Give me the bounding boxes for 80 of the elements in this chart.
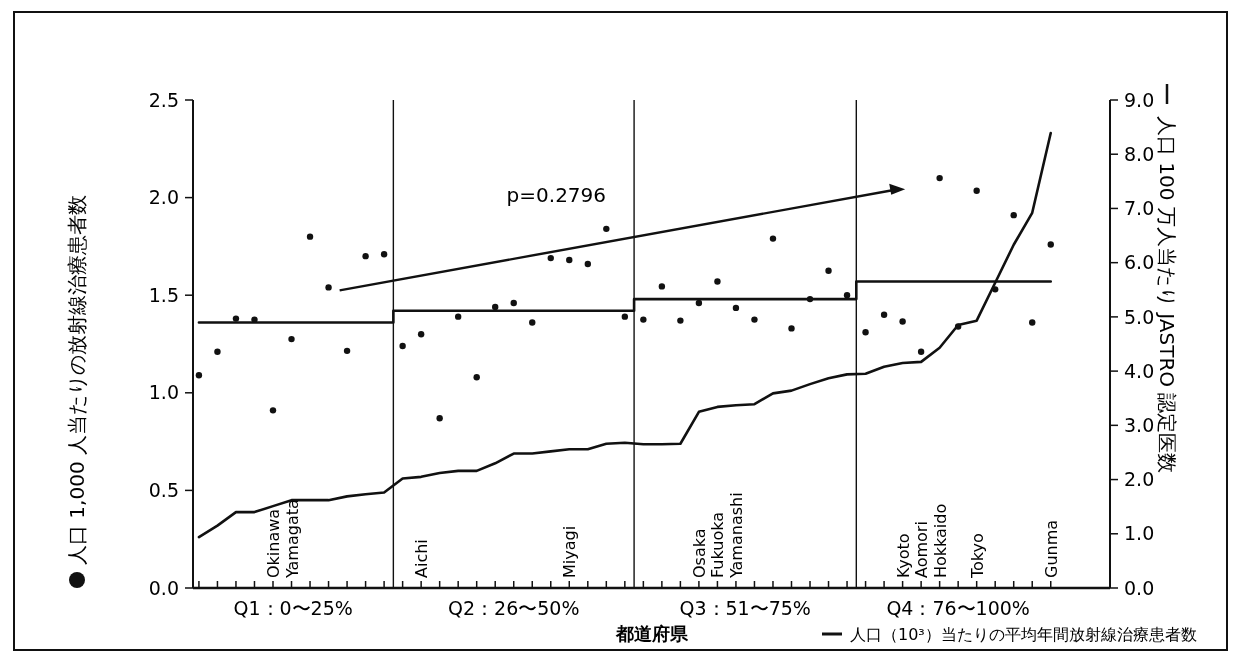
x-tick-label: Yamagata bbox=[282, 499, 302, 579]
point bbox=[547, 254, 554, 262]
point bbox=[492, 303, 499, 311]
point bbox=[399, 342, 406, 350]
y2-tick-label: 4.0 bbox=[1124, 359, 1155, 382]
x-tick-label: Tokyo bbox=[967, 533, 987, 579]
point bbox=[677, 317, 684, 324]
point bbox=[306, 233, 314, 240]
y2-tick-label: 2.0 bbox=[1124, 468, 1155, 491]
x-tick-label: Aomori bbox=[912, 521, 932, 578]
point bbox=[862, 329, 869, 336]
y-tick-label: 0.0 bbox=[148, 576, 179, 599]
point bbox=[325, 284, 332, 291]
point bbox=[880, 311, 888, 318]
point bbox=[195, 372, 203, 379]
point bbox=[510, 299, 517, 307]
point bbox=[843, 292, 851, 299]
point bbox=[1047, 241, 1054, 248]
text: Q2：26〜50% bbox=[448, 597, 580, 619]
point bbox=[214, 348, 221, 356]
annotation: p=0.2796 bbox=[506, 182, 607, 207]
x-tick-label: Aichi bbox=[412, 539, 432, 578]
y2-tick-label: 3.0 bbox=[1124, 413, 1155, 436]
point bbox=[751, 316, 758, 323]
point bbox=[473, 373, 480, 381]
point bbox=[454, 313, 462, 320]
point bbox=[288, 335, 295, 343]
point bbox=[973, 187, 980, 194]
text: Q1：0〜25% bbox=[233, 597, 353, 619]
y2-tick-label: 1.0 bbox=[1124, 522, 1155, 545]
x-tick-label: Okinawa bbox=[264, 508, 283, 578]
point bbox=[640, 316, 647, 323]
x-tick-label: Fukuoka bbox=[708, 512, 728, 578]
y2-tick-label: 5.0 bbox=[1124, 305, 1155, 328]
y2-tick-label: 0.0 bbox=[1124, 576, 1155, 599]
point bbox=[362, 252, 369, 260]
point bbox=[1010, 211, 1017, 219]
point bbox=[343, 347, 351, 355]
y2-tick-label: 6.0 bbox=[1124, 251, 1155, 274]
point bbox=[417, 331, 425, 338]
text: Q3：51〜75% bbox=[679, 597, 811, 619]
y2-tick-label: 9.0 bbox=[1124, 88, 1155, 111]
point bbox=[380, 251, 388, 258]
point bbox=[695, 299, 703, 307]
point bbox=[732, 304, 740, 312]
y2-tick-label: 7.0 bbox=[1124, 197, 1155, 220]
point bbox=[232, 315, 240, 322]
point bbox=[584, 260, 591, 268]
y-tick-label: 1.5 bbox=[148, 283, 179, 306]
y-tick-label: 2.0 bbox=[148, 186, 179, 209]
y-tick-label: 1.0 bbox=[148, 381, 179, 404]
point bbox=[603, 225, 610, 233]
point bbox=[529, 319, 536, 326]
x-tick-label: Miyagi bbox=[560, 525, 580, 578]
point bbox=[917, 348, 925, 356]
point bbox=[436, 414, 443, 422]
point bbox=[825, 267, 832, 274]
y-tick-label: 2.5 bbox=[148, 88, 179, 111]
point bbox=[788, 325, 795, 332]
point bbox=[566, 256, 573, 264]
y-tick-label: 0.5 bbox=[148, 479, 179, 502]
x-tick-label: Gunma bbox=[1041, 519, 1061, 578]
x-tick-label: Hokkaido bbox=[930, 503, 950, 578]
x-axis-title: 都道府県 bbox=[614, 623, 689, 644]
point bbox=[269, 407, 277, 414]
x-tick-label: Yamanashi bbox=[726, 492, 746, 579]
x-tick-label: Osaka bbox=[689, 528, 709, 578]
text: Q4：76〜100% bbox=[886, 597, 1030, 619]
point bbox=[936, 174, 943, 182]
y2-tick-label: 8.0 bbox=[1124, 142, 1155, 165]
x-tick-label: Kyoto bbox=[893, 533, 913, 578]
y2-axis-title: 人口 100 万人当たり JASTRO 認定医数 bbox=[1155, 116, 1179, 474]
point bbox=[769, 235, 777, 242]
point bbox=[714, 278, 721, 285]
legend-label: 人口（10³）当たりの平均年間放射線治療患者数 bbox=[850, 624, 1197, 644]
point bbox=[1029, 319, 1036, 326]
point bbox=[621, 313, 629, 320]
point bbox=[658, 283, 666, 290]
y-axis-title: 人口 1,000 人当たりの放射線治療患者数 bbox=[65, 195, 89, 565]
point bbox=[899, 318, 906, 325]
